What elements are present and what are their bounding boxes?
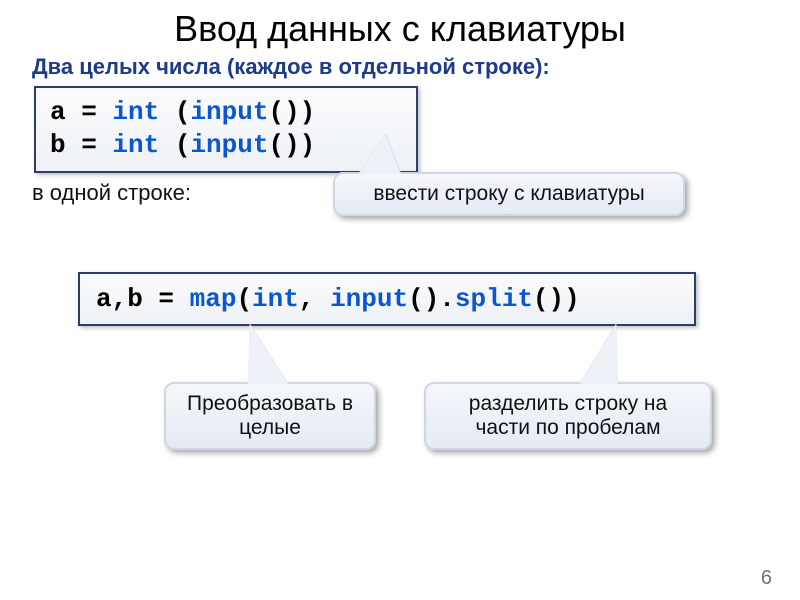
slide: Ввод данных с клавиатуры Два целых числа… bbox=[0, 0, 800, 600]
page-title: Ввод данных с клавиатуры bbox=[0, 8, 800, 50]
subtitle-two-ints: Два целых числа (каждое в отдельной стро… bbox=[32, 54, 550, 80]
code-line-2: b = int (input()) bbox=[50, 129, 402, 162]
keyword-input: input bbox=[330, 284, 408, 314]
code-text: (). bbox=[408, 284, 455, 314]
code-text: ()) bbox=[268, 97, 315, 127]
code-text: ()) bbox=[533, 284, 580, 314]
code-text: , bbox=[299, 284, 330, 314]
callout-tail-icon bbox=[580, 324, 626, 384]
keyword-int: int bbox=[252, 284, 299, 314]
callout-input-from-keyboard: ввести строку с клавиатуры bbox=[333, 172, 685, 216]
code-text: a = bbox=[50, 97, 112, 127]
code-block-one-line: a,b = map(int, input().split()) bbox=[78, 272, 696, 326]
callout-text: разделить строку на части по пробелам bbox=[469, 392, 667, 439]
subtitle-one-line: в одной строке: bbox=[32, 180, 191, 206]
code-text: ()) bbox=[268, 130, 315, 160]
keyword-int: int bbox=[112, 97, 159, 127]
code-block-two-lines: a = int (input()) b = int (input()) bbox=[34, 86, 418, 173]
page-number: 6 bbox=[761, 567, 772, 590]
code-text: ( bbox=[236, 284, 252, 314]
code-text: ( bbox=[159, 97, 190, 127]
keyword-input: input bbox=[190, 97, 268, 127]
callout-text: Преобразовать в целые bbox=[187, 392, 353, 439]
callout-convert-to-int: Преобразовать в целые bbox=[164, 382, 376, 450]
keyword-int: int bbox=[112, 130, 159, 160]
keyword-input: input bbox=[190, 130, 268, 160]
keyword-split: split bbox=[455, 284, 533, 314]
callout-tail-icon bbox=[240, 324, 288, 384]
code-text: ( bbox=[159, 130, 190, 160]
code-line-1: a = int (input()) bbox=[50, 96, 402, 129]
code-text: a,b = bbox=[96, 284, 190, 314]
callout-split-by-spaces: разделить строку на части по пробелам bbox=[424, 382, 712, 450]
keyword-map: map bbox=[190, 284, 237, 314]
callout-text: ввести строку с клавиатуры bbox=[373, 182, 644, 205]
code-text: b = bbox=[50, 130, 112, 160]
